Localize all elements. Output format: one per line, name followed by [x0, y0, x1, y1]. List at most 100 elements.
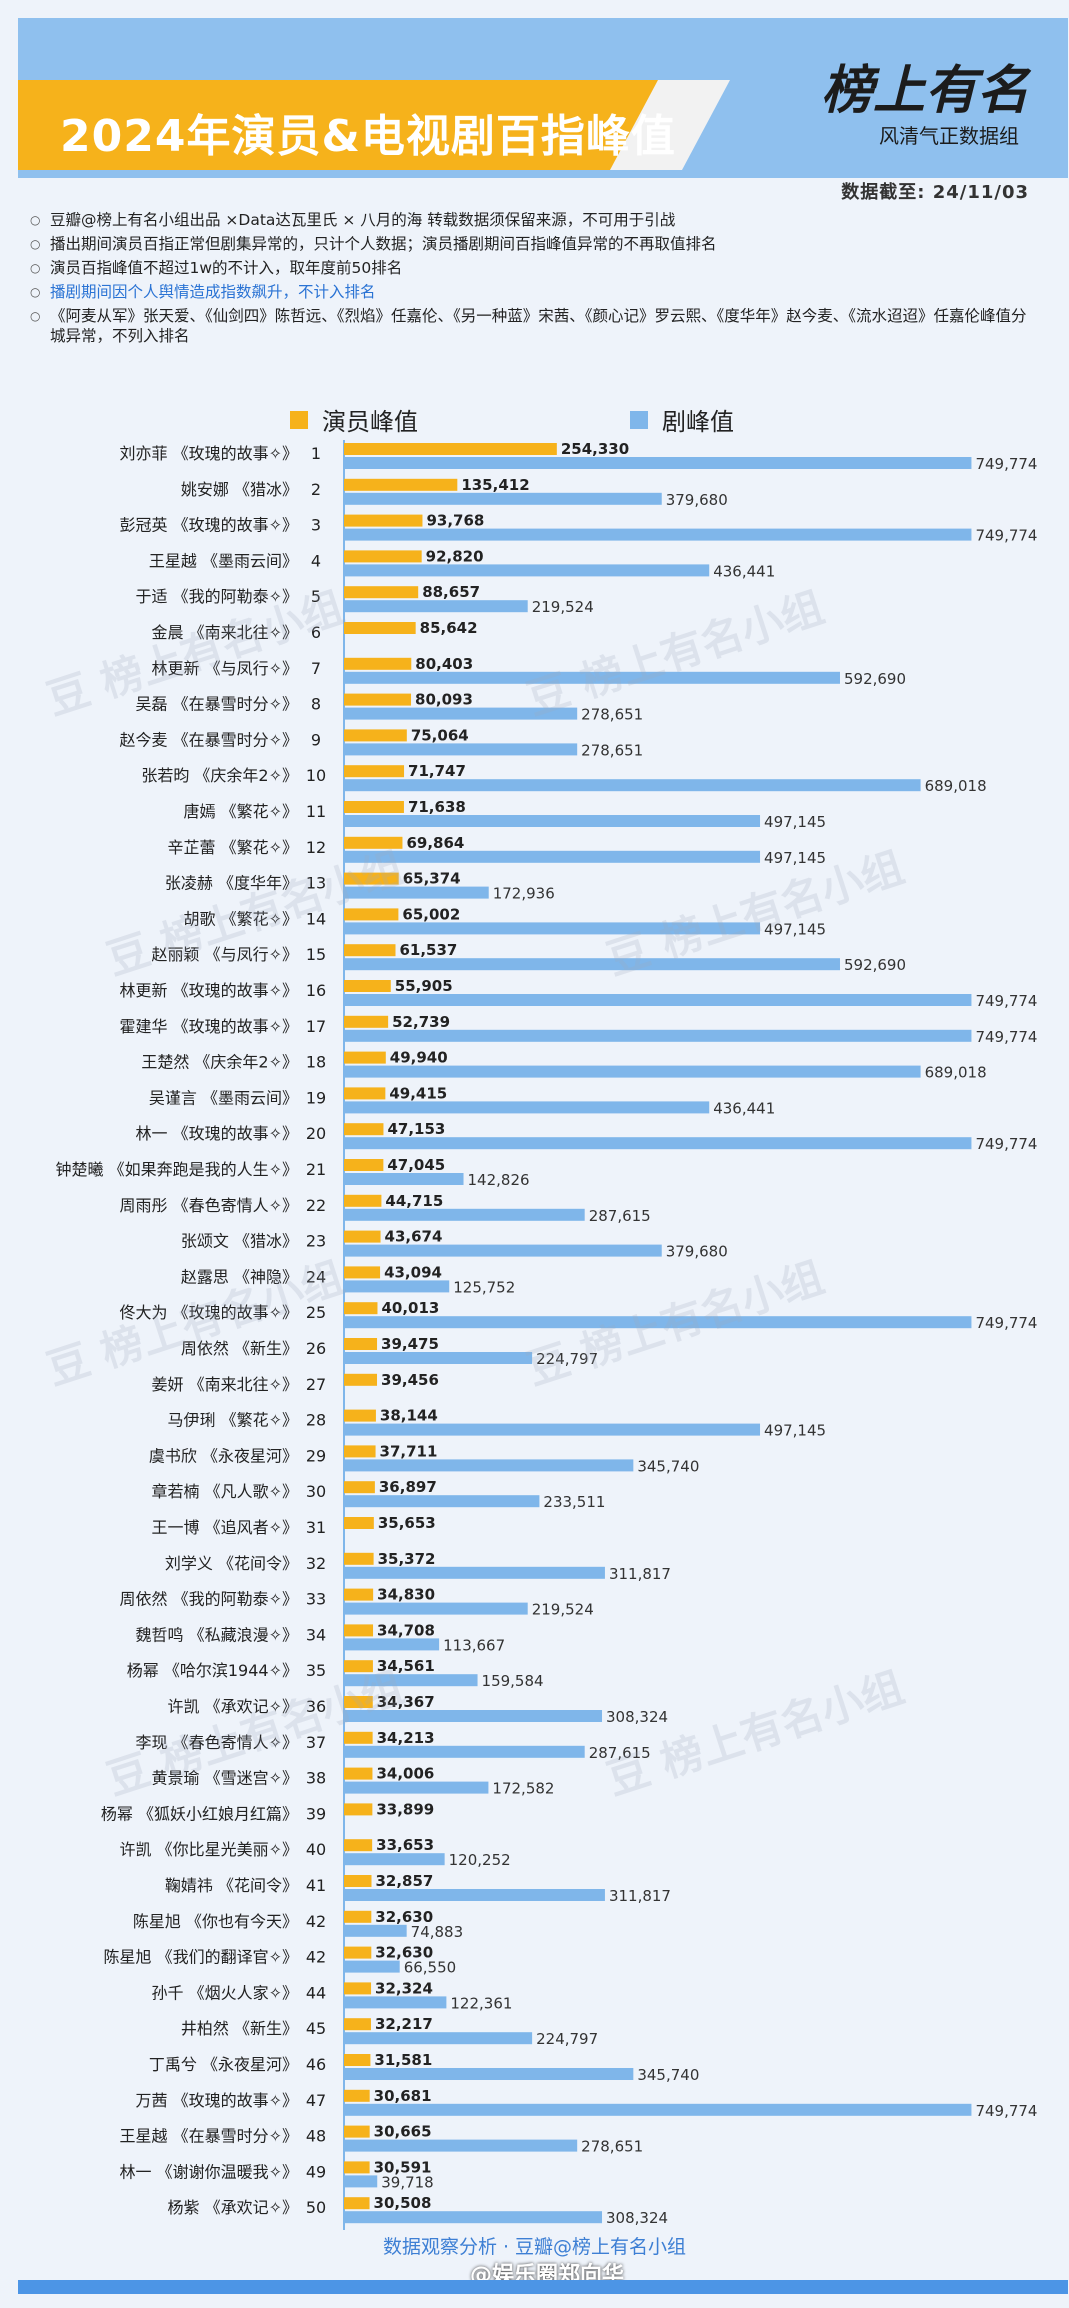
actor-bar	[344, 2125, 370, 2138]
row-label: 姚安娜 《猎冰》	[181, 480, 298, 499]
actor-bar	[344, 1946, 372, 1959]
actor-value-label: 33,899	[376, 1800, 434, 1818]
actor-bar	[344, 2089, 370, 2102]
actor-value-label: 55,905	[395, 977, 453, 995]
row-label: 周雨彤 《春色寄情人✧》	[120, 1196, 299, 1215]
note-item: 演员百指峰值不超过1w的不计入，取年度前50排名	[30, 258, 1040, 278]
row-label: 张颂文 《猎冰》	[181, 1232, 298, 1251]
row-label: 吴磊 《在暴雪时分✧》	[136, 695, 299, 714]
drama-bar	[344, 1924, 407, 1937]
row-rank: 2	[311, 480, 321, 499]
actor-bar	[344, 908, 399, 921]
drama-bar	[344, 779, 921, 792]
row-label: 丁禹兮 《永夜星河》	[149, 2055, 298, 2074]
legend-swatch-actor	[290, 410, 308, 429]
drama-bar	[344, 2139, 578, 2152]
actor-bar	[344, 1266, 381, 1279]
row-rank: 3	[311, 516, 321, 535]
drama-value-label: 278,651	[581, 741, 643, 759]
actor-value-label: 52,739	[392, 1013, 450, 1031]
row-rank: 11	[306, 802, 326, 821]
drama-bar	[344, 492, 662, 505]
row-rank: 41	[306, 1876, 326, 1895]
drama-bar	[344, 2175, 378, 2188]
drama-bar	[344, 528, 972, 541]
drama-value-label: 749,774	[975, 1314, 1037, 1332]
actor-value-label: 34,830	[377, 1586, 435, 1604]
row-label: 刘学义 《花间令》	[165, 1554, 298, 1573]
drama-bar	[344, 958, 840, 971]
actor-bar	[344, 1552, 374, 1565]
row-rank: 24	[306, 1267, 326, 1286]
drama-bar	[344, 1208, 585, 1221]
row-label: 吴谨言 《墨雨云间》	[149, 1088, 298, 1107]
drama-value-label: 172,936	[493, 885, 555, 903]
row-label: 彭冠英 《玫瑰的故事✧》	[120, 516, 299, 535]
row-label: 林一 《谢谢你温暖我✧》	[120, 2162, 299, 2181]
drama-bar	[344, 1638, 440, 1651]
actor-bar	[344, 1302, 378, 1315]
drama-value-label: 689,018	[925, 777, 987, 795]
row-label: 杨幂 《狐妖小红娘月红篇》	[101, 1804, 298, 1823]
actor-value-label: 71,747	[408, 762, 466, 780]
row-label: 王楚然 《庆余年2✧》	[141, 1053, 298, 1072]
row-rank: 7	[311, 659, 321, 678]
drama-value-label: 497,145	[764, 813, 826, 831]
actor-bar	[344, 693, 412, 706]
drama-value-label: 689,018	[925, 1064, 987, 1082]
drama-bar	[344, 1280, 450, 1293]
actor-value-label: 37,711	[380, 1442, 438, 1460]
row-rank: 6	[311, 623, 321, 642]
actor-bar	[344, 2018, 371, 2031]
legend-label-actor: 演员峰值	[322, 408, 418, 436]
row-label: 赵丽颖 《与凤行✧》	[152, 945, 299, 964]
row-rank: 17	[306, 1017, 326, 1036]
actor-value-label: 80,403	[415, 655, 473, 673]
legend-drama: 剧峰值	[630, 402, 734, 437]
actor-value-label: 32,630	[375, 1944, 433, 1962]
actor-value-label: 65,002	[402, 905, 460, 923]
actor-bar	[344, 2054, 371, 2066]
drama-value-label: 592,690	[844, 670, 906, 688]
row-rank: 27	[306, 1375, 326, 1394]
actor-value-label: 135,412	[461, 476, 529, 494]
drama-value-label: 749,774	[975, 2102, 1037, 2120]
row-label: 马伊琍 《繁花✧》	[168, 1411, 299, 1430]
actor-value-label: 254,330	[561, 440, 629, 458]
drama-value-label: 749,774	[975, 992, 1037, 1010]
row-label: 黄景瑜 《雪迷宫✧》	[152, 1769, 299, 1788]
row-rank: 45	[306, 2019, 326, 2038]
actor-value-label: 88,657	[422, 583, 480, 601]
row-label: 林更新 《与凤行✧》	[152, 659, 299, 678]
row-rank: 44	[306, 1983, 326, 2002]
actor-bar	[344, 622, 416, 634]
header-orange-band	[18, 80, 718, 170]
actor-bar	[344, 1910, 372, 1923]
actor-value-label: 80,093	[415, 691, 473, 709]
row-rank: 47	[306, 2091, 326, 2110]
actor-value-label: 35,372	[378, 1550, 436, 1568]
drama-bar	[344, 1423, 761, 1436]
actor-value-label: 40,013	[381, 1299, 439, 1317]
drama-value-label: 74,883	[411, 1923, 464, 1941]
actor-bar	[344, 2161, 370, 2174]
drama-value-label: 122,361	[450, 1994, 512, 2012]
note-item-highlight: 播剧期间因个人舆情造成指数飙升，不计入排名	[30, 282, 1040, 302]
drama-value-label: 436,441	[713, 562, 775, 580]
row-label: 王星越 《墨雨云间》	[149, 551, 298, 570]
drama-bar	[344, 1602, 528, 1615]
row-rank: 22	[306, 1196, 326, 1215]
drama-bar	[344, 707, 578, 720]
actor-value-label: 44,715	[385, 1192, 443, 1210]
actor-bar	[344, 836, 403, 849]
row-rank: 20	[306, 1124, 326, 1143]
actor-bar	[344, 1159, 384, 1171]
footer-bar	[18, 2280, 1068, 2294]
drama-bar	[344, 1710, 603, 1722]
actor-bar	[344, 729, 407, 742]
actor-bar	[344, 1696, 373, 1708]
drama-value-label: 287,615	[589, 1744, 651, 1762]
actor-value-label: 33,653	[376, 1836, 434, 1854]
drama-bar	[344, 564, 710, 577]
